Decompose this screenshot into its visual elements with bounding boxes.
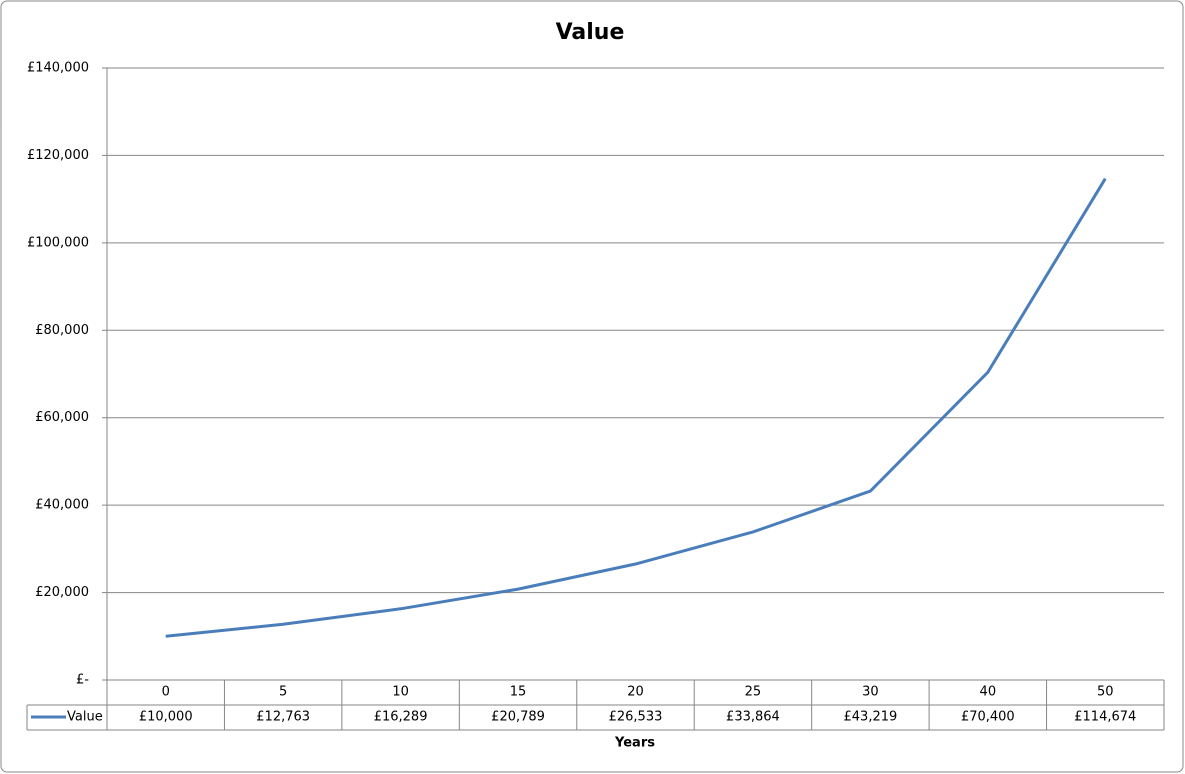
- x-tick-label: 15: [510, 685, 527, 700]
- x-tick-label: 0: [162, 685, 170, 700]
- x-tick-label: 20: [627, 685, 644, 700]
- y-tick-label: £120,000: [27, 148, 89, 163]
- x-tick-label: 30: [862, 685, 879, 700]
- table-value: £43,219: [844, 710, 898, 725]
- table-value: £12,763: [256, 710, 310, 725]
- x-axis-title: Years: [614, 736, 655, 751]
- table-value: £16,289: [374, 710, 428, 725]
- x-tick-label: 5: [279, 685, 287, 700]
- y-tick-label: £140,000: [27, 61, 89, 76]
- table-value: £70,400: [961, 710, 1015, 725]
- table-value: £26,533: [609, 710, 663, 725]
- x-tick-label: 50: [1097, 685, 1114, 700]
- y-tick-label: £-: [76, 673, 89, 688]
- x-tick-label: 40: [980, 685, 997, 700]
- table-value: £33,864: [726, 710, 780, 725]
- table-value: £114,674: [1074, 710, 1136, 725]
- x-tick-label: 25: [745, 685, 762, 700]
- y-tick-label: £60,000: [35, 410, 89, 425]
- legend-label: Value: [67, 710, 103, 725]
- y-tick-label: £40,000: [35, 498, 89, 513]
- series-line: [165, 177, 1107, 638]
- y-tick-label: £100,000: [27, 235, 89, 250]
- x-tick-label: 10: [392, 685, 409, 700]
- table-value: £20,789: [491, 710, 545, 725]
- y-tick-label: £80,000: [35, 323, 89, 338]
- table-value: £10,000: [139, 710, 193, 725]
- y-tick-label: £20,000: [35, 585, 89, 600]
- chart-title: Value: [556, 20, 625, 45]
